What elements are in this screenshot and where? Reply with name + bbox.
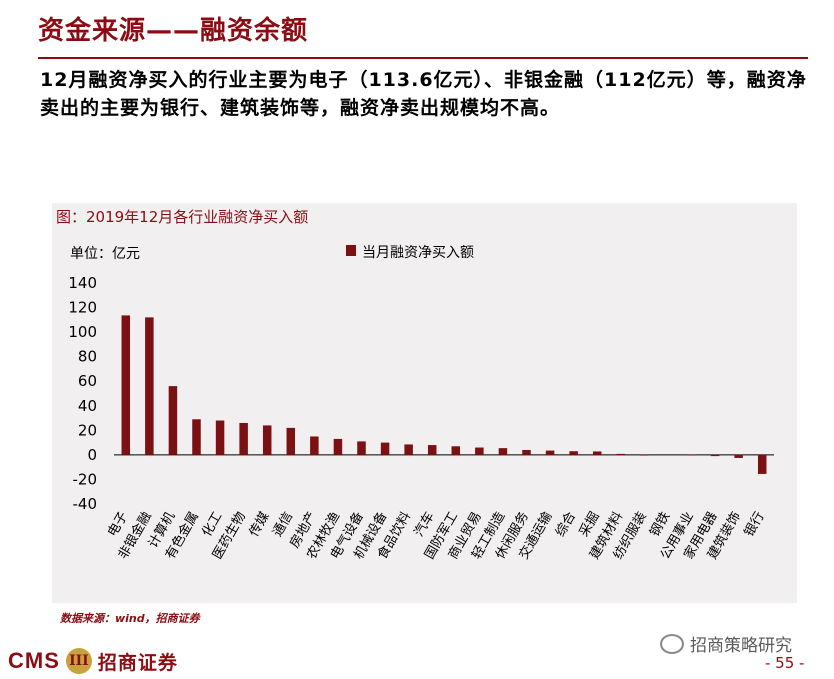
cms-logo: CMS III 招商证券 (8, 647, 178, 675)
y-tick-label: -40 (73, 495, 98, 513)
y-tick-label: 0 (87, 446, 97, 464)
bar (710, 454, 720, 457)
y-tick-label: 100 (68, 323, 97, 341)
bar (757, 454, 767, 474)
x-tick-label: 综合 (553, 510, 579, 540)
logo-cms-text: CMS (8, 648, 60, 673)
y-tick-label: 60 (78, 372, 97, 390)
x-axis-labels: 电子非银金融计算机有色金属化工医药生物传媒通信房地产农林牧渔电气设备机械设备食品… (105, 509, 767, 562)
bar (451, 446, 461, 455)
bar (215, 420, 225, 455)
bar (239, 422, 248, 455)
y-tick-label: 80 (78, 348, 97, 366)
bar (498, 448, 508, 455)
y-axis: 140 120 100 80 60 40 20 0 -20 -40 (68, 274, 97, 513)
bar (121, 315, 131, 455)
chart-title: 图：2019年12月各行业融资净买入额 (56, 208, 308, 226)
bars-group (121, 315, 767, 474)
bar (380, 442, 390, 455)
bar (475, 447, 484, 455)
x-tick-label: 银行 (742, 510, 768, 540)
legend-label: 当月融资净买入额 (362, 245, 474, 261)
y-tick-label: 140 (68, 274, 97, 292)
wechat-icon (660, 633, 684, 654)
y-tick-label: -20 (73, 470, 98, 488)
watermark-text: 招商策略研究 (690, 636, 792, 656)
page-number: - 55 - (765, 654, 805, 672)
chart-panel: 图：2019年12月各行业融资净买入额 单位：亿元 当月融资净买入额 140 12… (52, 203, 797, 603)
bar (616, 453, 626, 455)
bar (687, 454, 696, 456)
bar (734, 454, 743, 458)
title-divider (38, 57, 808, 59)
bar (545, 450, 555, 455)
bar (286, 427, 296, 455)
slide-title: 资金来源——融资余额 (38, 16, 309, 46)
bar (145, 317, 154, 455)
bar (357, 441, 366, 455)
bar (168, 386, 178, 455)
wechat-watermark: 招商策略研究 (660, 631, 792, 656)
logo-company-name: 招商证券 (97, 651, 178, 674)
data-source-note: 数据来源：wind，招商证券 (60, 612, 200, 625)
legend-swatch (346, 245, 356, 256)
unit-label: 单位：亿元 (70, 246, 140, 262)
bar (310, 436, 319, 455)
bar (192, 419, 201, 455)
bar (592, 451, 602, 455)
bar (640, 454, 649, 456)
bar-chart: 图：2019年12月各行业融资净买入额 单位：亿元 当月融资净买入额 140 12… (56, 208, 774, 562)
bar (427, 445, 437, 455)
bar (262, 425, 272, 455)
bar (404, 444, 413, 455)
logo-emblem-icon: III (65, 648, 92, 674)
bar (333, 438, 343, 455)
y-tick-label: 40 (78, 397, 97, 415)
y-tick-label: 20 (78, 421, 97, 439)
bar (522, 449, 531, 455)
summary-text: 12月融资净买入的行业主要为电子（113.6亿元）、非银金融（112亿元）等，融… (40, 69, 807, 119)
x-tick-label: 传媒 (247, 510, 273, 540)
bar (569, 451, 578, 455)
y-tick-label: 120 (68, 299, 97, 317)
